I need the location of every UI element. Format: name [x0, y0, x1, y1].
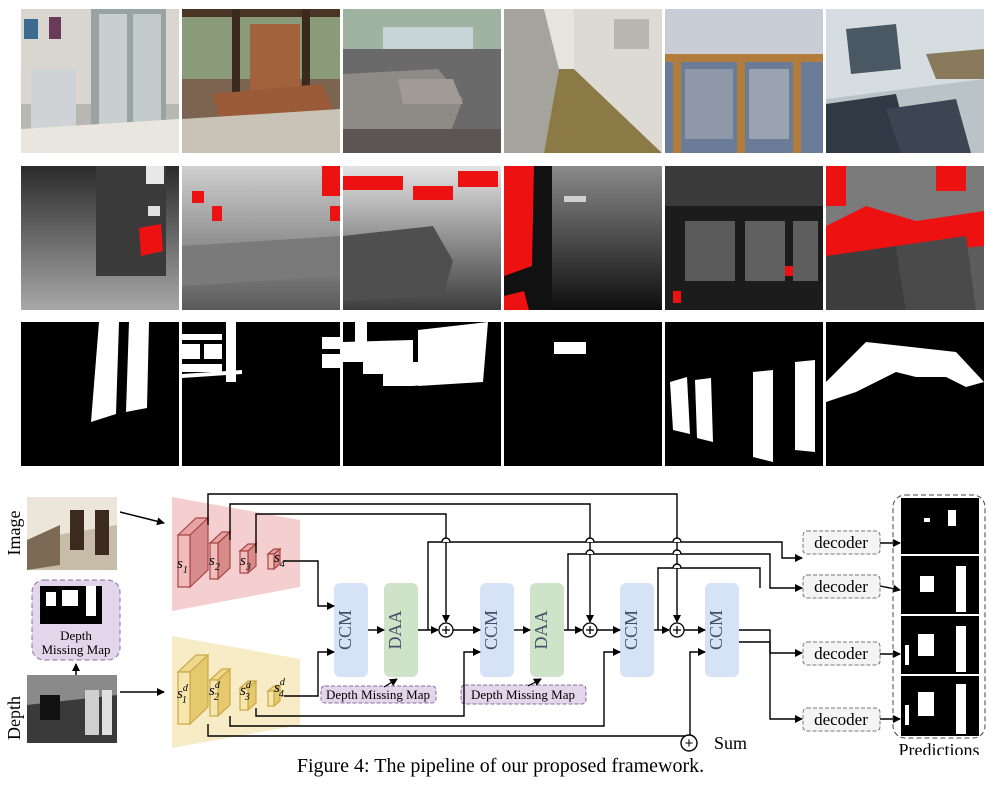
input-image-thumbnail [27, 497, 117, 570]
sum-legend-label: Sum [714, 733, 747, 753]
predictions-panel [892, 494, 986, 739]
rgb-stage-label-1: s1 [177, 556, 188, 576]
daa-label-1: DAA [385, 611, 405, 650]
rgb-image-6 [826, 9, 984, 153]
rgb-stage-label-2: s2 [209, 553, 220, 573]
sum-legend-icon [680, 734, 698, 752]
depth-map-3 [343, 166, 501, 310]
dmm-tag-1 [320, 685, 437, 704]
decoder-2 [802, 574, 881, 599]
daa-block-2 [530, 583, 564, 677]
missing-map-label-line2: Missing Map [42, 642, 111, 657]
input-depth-label: Depth [4, 696, 24, 740]
depth-stage-label-2: sd 2 [209, 680, 221, 703]
depth-map-4 [504, 166, 662, 310]
predictions-label: Predictions [899, 740, 980, 755]
rgb-stage-label-3: s3 [240, 553, 251, 573]
decoder-4 [802, 707, 881, 732]
ccm-block-3 [620, 583, 654, 677]
rgb-image-5 [665, 9, 823, 153]
depth-missing-map-input: Depth Missing Map [31, 579, 121, 661]
ccm-label-3: CCM [621, 610, 641, 650]
depth-stage-label-3: sd 3 [240, 680, 252, 703]
rgb-stage-label-4: s4 [274, 550, 285, 570]
mask-5 [665, 322, 823, 466]
dmm-tag-2 [460, 684, 587, 705]
ccm-block-4 [705, 583, 739, 677]
ccm-label-1: CCM [335, 610, 355, 650]
rgb-image-1 [21, 9, 179, 153]
depth-map-2 [182, 166, 340, 310]
dmm-tag-label-1: Depth Missing Map [326, 687, 430, 702]
depth-map-1 [21, 166, 179, 310]
missing-map-label-line1: Depth [60, 628, 92, 643]
ccm-block-2 [480, 583, 514, 677]
depth-stage-label-1: sd 1 [177, 683, 189, 706]
decoder-label-2: decoder [814, 577, 868, 596]
decoder-label-3: decoder [814, 644, 868, 663]
mask-1 [21, 322, 179, 466]
rgb-image-2 [182, 9, 340, 153]
daa-label-2: DAA [531, 611, 551, 650]
prediction-masks [901, 498, 979, 736]
sum-legend-symbol: + [685, 735, 694, 752]
pipeline-diagram: Image Depth Depth Missing Map [4, 493, 986, 755]
figure-caption: Figure 4: The pipeline of our proposed f… [296, 755, 705, 777]
input-depth-thumbnail [27, 675, 117, 743]
mask-3 [343, 322, 501, 466]
mask-4 [504, 322, 662, 466]
rgb-image-3 [343, 9, 501, 153]
decoder-label-4: decoder [814, 710, 868, 729]
decoder-1 [802, 530, 881, 555]
mask-6 [826, 322, 984, 466]
depth-stage-label-4: sd 4 [274, 677, 286, 700]
mask-2 [182, 322, 340, 466]
ccm-block-1 [334, 583, 368, 677]
daa-block-1 [384, 583, 418, 677]
ccm-label-4: CCM [706, 610, 726, 650]
decoder-3 [802, 641, 881, 666]
ccm-label-2: CCM [481, 610, 501, 650]
input-image-label: Image [4, 511, 24, 556]
rgb-image-4 [504, 9, 662, 153]
depth-map-6 [826, 166, 984, 310]
depth-map-5 [665, 166, 823, 310]
dmm-tag-label-2: Depth Missing Map [471, 687, 575, 702]
decoder-label-1: decoder [814, 533, 868, 552]
